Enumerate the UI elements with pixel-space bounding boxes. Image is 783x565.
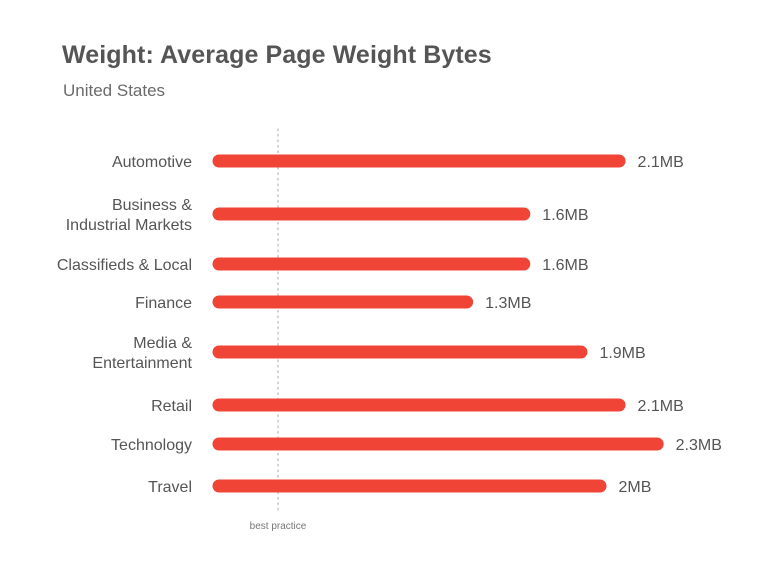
category-label: Technology (111, 437, 192, 454)
value-label: 1.3MB (485, 295, 531, 312)
value-label: 2.1MB (638, 398, 684, 415)
category-label: Finance (135, 295, 192, 312)
category-label: Classifieds & Local (57, 257, 192, 274)
value-label: 2.3MB (676, 437, 722, 454)
category-label: Business & Industrial Markets (66, 197, 193, 234)
category-label: Retail (151, 398, 192, 415)
value-label: 1.6MB (542, 207, 588, 224)
chart-subtitle: United States (63, 81, 166, 100)
category-label: Automotive (112, 154, 192, 171)
value-label: 1.6MB (542, 257, 588, 274)
value-label: 2MB (619, 479, 652, 496)
category-label: Media & Entertainment (92, 335, 192, 372)
chart-title: Weight: Average Page Weight Bytes (62, 41, 492, 69)
value-label: 2.1MB (638, 154, 684, 171)
best-practice-label: best practice (250, 521, 307, 532)
value-label: 1.9MB (599, 345, 645, 362)
category-label: Travel (148, 479, 192, 496)
